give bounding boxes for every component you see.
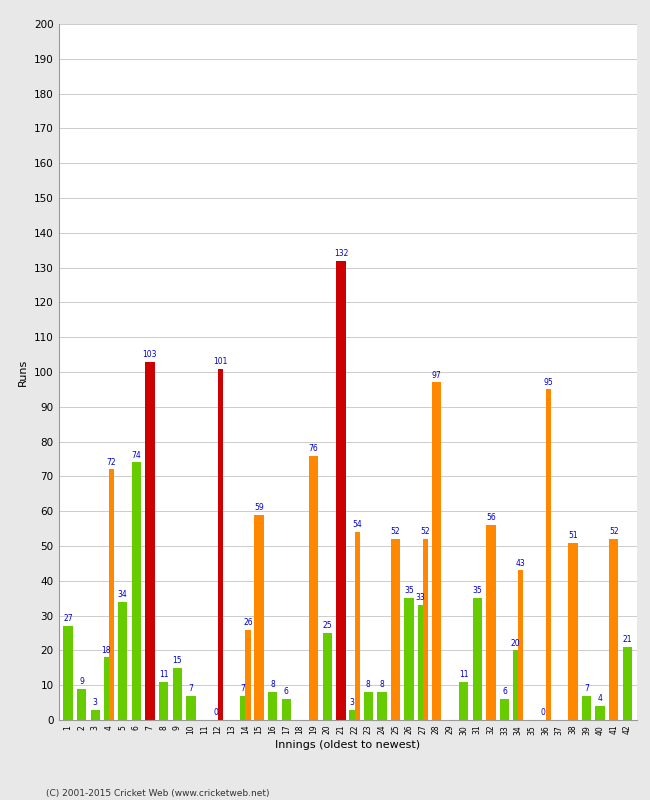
Bar bbox=[350, 710, 354, 720]
Bar bbox=[322, 633, 332, 720]
Bar bbox=[145, 362, 155, 720]
Text: 7: 7 bbox=[584, 684, 589, 693]
Bar bbox=[473, 598, 482, 720]
Bar bbox=[268, 692, 278, 720]
Bar bbox=[186, 696, 196, 720]
Text: 3: 3 bbox=[350, 698, 354, 706]
Text: 8: 8 bbox=[366, 680, 370, 690]
Bar bbox=[513, 650, 518, 720]
Bar bbox=[159, 682, 168, 720]
Text: 9: 9 bbox=[79, 677, 84, 686]
Bar bbox=[118, 602, 127, 720]
Bar bbox=[104, 658, 109, 720]
Bar bbox=[518, 570, 523, 720]
Bar bbox=[254, 514, 264, 720]
Text: 35: 35 bbox=[473, 586, 482, 595]
Bar bbox=[218, 369, 224, 720]
Bar bbox=[500, 699, 510, 720]
Bar bbox=[354, 532, 359, 720]
Bar bbox=[568, 542, 578, 720]
Bar bbox=[432, 382, 441, 720]
Text: 51: 51 bbox=[568, 530, 578, 540]
Text: 56: 56 bbox=[486, 514, 496, 522]
Text: 7: 7 bbox=[240, 684, 245, 693]
Text: 15: 15 bbox=[172, 656, 182, 665]
Bar bbox=[240, 696, 246, 720]
Bar bbox=[545, 390, 551, 720]
Text: 0: 0 bbox=[213, 708, 218, 718]
Text: 52: 52 bbox=[421, 527, 430, 536]
Text: 59: 59 bbox=[254, 503, 264, 512]
Text: 95: 95 bbox=[543, 378, 553, 386]
Text: 72: 72 bbox=[107, 458, 116, 466]
Text: 54: 54 bbox=[352, 520, 362, 530]
Text: 43: 43 bbox=[516, 558, 526, 567]
Text: 4: 4 bbox=[598, 694, 603, 703]
Text: 8: 8 bbox=[270, 680, 275, 690]
Text: 8: 8 bbox=[380, 680, 384, 690]
Text: 74: 74 bbox=[131, 450, 141, 460]
Text: 97: 97 bbox=[432, 370, 441, 380]
Bar bbox=[109, 470, 114, 720]
Text: 18: 18 bbox=[101, 646, 111, 654]
Text: 33: 33 bbox=[415, 594, 425, 602]
Text: 21: 21 bbox=[623, 635, 632, 644]
Bar bbox=[595, 706, 605, 720]
Bar bbox=[609, 539, 618, 720]
Bar bbox=[422, 539, 428, 720]
Text: 27: 27 bbox=[63, 614, 73, 623]
Bar bbox=[363, 692, 373, 720]
Bar bbox=[77, 689, 86, 720]
X-axis label: Innings (oldest to newest): Innings (oldest to newest) bbox=[275, 740, 421, 750]
Bar bbox=[377, 692, 387, 720]
Bar bbox=[90, 710, 100, 720]
Bar bbox=[582, 696, 592, 720]
Bar bbox=[64, 626, 73, 720]
Text: 6: 6 bbox=[502, 687, 507, 696]
Bar bbox=[131, 462, 141, 720]
Text: 3: 3 bbox=[93, 698, 98, 706]
Bar bbox=[623, 647, 632, 720]
Text: 26: 26 bbox=[243, 618, 253, 626]
Text: 20: 20 bbox=[511, 638, 521, 648]
Text: 76: 76 bbox=[309, 444, 318, 453]
Bar bbox=[417, 605, 422, 720]
Bar bbox=[172, 668, 182, 720]
Bar bbox=[281, 699, 291, 720]
Bar bbox=[459, 682, 469, 720]
Text: 25: 25 bbox=[322, 622, 332, 630]
Text: 6: 6 bbox=[284, 687, 289, 696]
Text: 103: 103 bbox=[142, 350, 157, 358]
Text: 0: 0 bbox=[541, 708, 545, 718]
Text: 35: 35 bbox=[404, 586, 414, 595]
Text: 101: 101 bbox=[214, 357, 228, 366]
Bar bbox=[404, 598, 414, 720]
Text: 11: 11 bbox=[459, 670, 469, 679]
Text: 7: 7 bbox=[188, 684, 193, 693]
Text: 34: 34 bbox=[118, 590, 127, 599]
Bar bbox=[246, 630, 251, 720]
Bar bbox=[309, 455, 318, 720]
Bar bbox=[336, 261, 346, 720]
Bar bbox=[391, 539, 400, 720]
Text: 52: 52 bbox=[391, 527, 400, 536]
Bar bbox=[486, 525, 496, 720]
Text: 132: 132 bbox=[333, 249, 348, 258]
Text: 52: 52 bbox=[609, 527, 619, 536]
Text: (C) 2001-2015 Cricket Web (www.cricketweb.net): (C) 2001-2015 Cricket Web (www.cricketwe… bbox=[46, 789, 269, 798]
Text: 11: 11 bbox=[159, 670, 168, 679]
Y-axis label: Runs: Runs bbox=[18, 358, 29, 386]
